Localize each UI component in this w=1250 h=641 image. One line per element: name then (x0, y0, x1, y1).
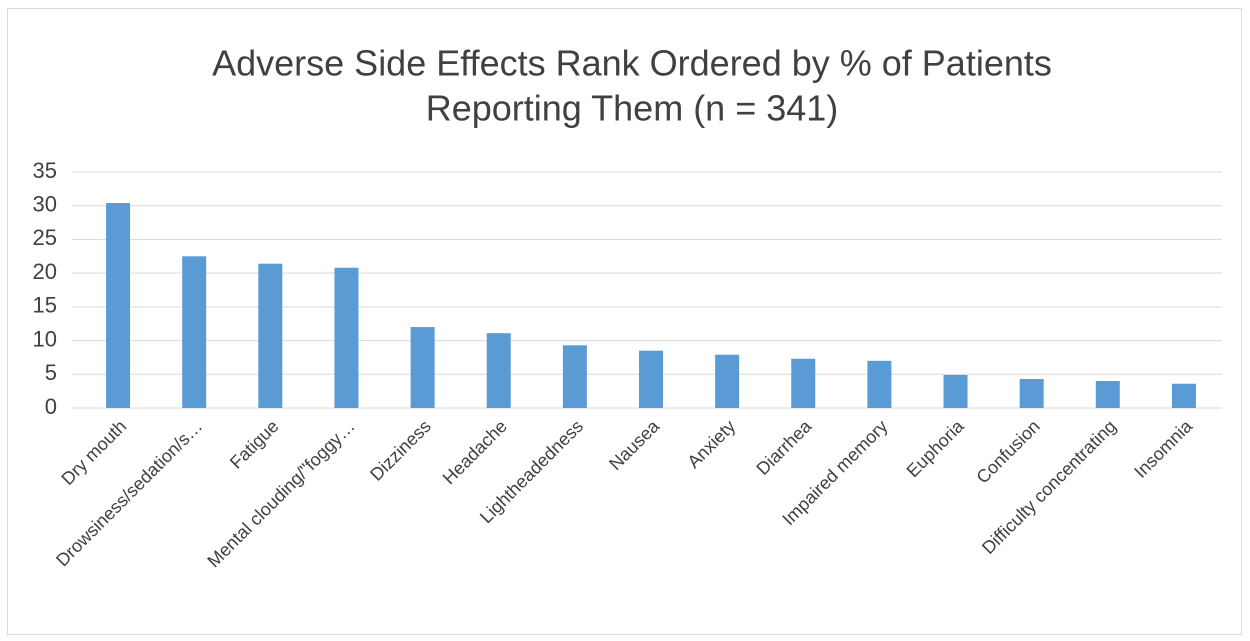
bar (486, 333, 511, 408)
y-tick-label: 0 (45, 394, 57, 419)
bar (182, 256, 207, 408)
y-tick-label: 25 (33, 225, 57, 250)
bar (410, 327, 435, 408)
y-tick-label: 10 (33, 326, 57, 351)
bar (106, 203, 131, 408)
y-tick-label: 30 (33, 192, 57, 217)
bar (639, 350, 663, 408)
bar (1095, 381, 1120, 408)
bar (1019, 379, 1044, 408)
chart-border (7, 8, 1242, 635)
bar (258, 263, 283, 408)
y-tick-label: 35 (33, 158, 57, 183)
y-tick-label: 5 (45, 360, 57, 385)
bar (1171, 383, 1196, 408)
y-tick-label: 20 (33, 259, 57, 284)
bar (334, 267, 359, 408)
chart-title: Reporting Them (n = 341) (426, 88, 839, 129)
y-tick-label: 15 (33, 293, 57, 318)
bar (715, 354, 740, 408)
bar (791, 358, 816, 408)
bar (867, 360, 892, 408)
bar (943, 374, 968, 408)
chart-title: Adverse Side Effects Rank Ordered by % o… (212, 43, 1052, 84)
bar (562, 345, 587, 408)
